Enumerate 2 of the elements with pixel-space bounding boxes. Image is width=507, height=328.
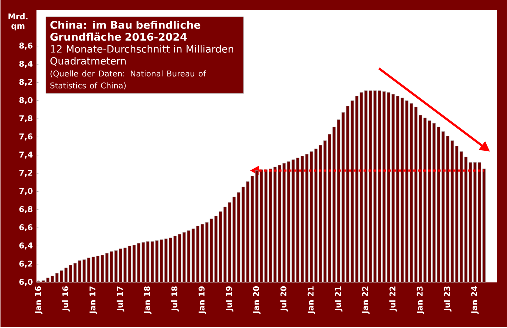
text: 12 Monate-Durchschnitt in Milliarden Quadratmetern [50, 45, 234, 66]
text: China: im Bau befindliche Grundfläche 2016-2024 [50, 21, 201, 42]
